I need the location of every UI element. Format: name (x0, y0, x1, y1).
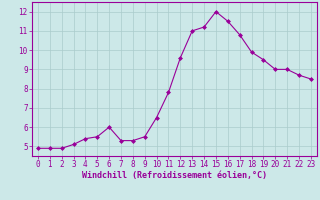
X-axis label: Windchill (Refroidissement éolien,°C): Windchill (Refroidissement éolien,°C) (82, 171, 267, 180)
